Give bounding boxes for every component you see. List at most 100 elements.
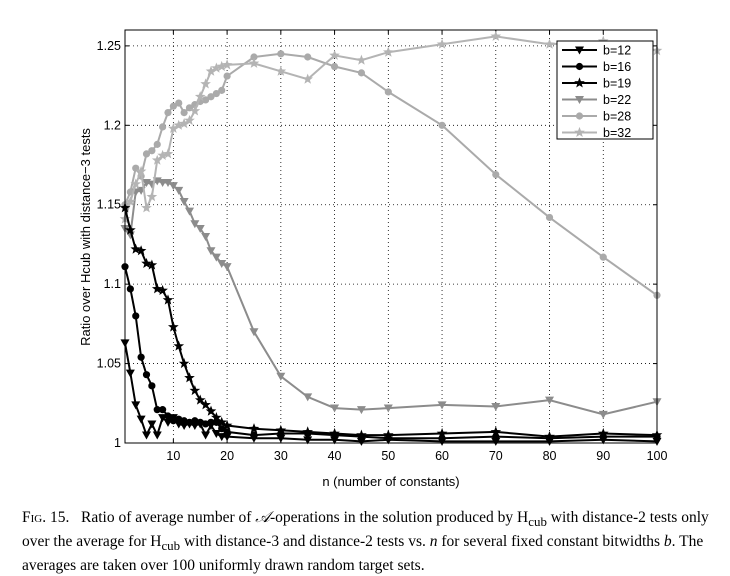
data-point [218,86,226,94]
x-tick-label: 100 [647,449,668,463]
data-point [184,114,195,126]
data-point [152,431,162,440]
data-point [130,243,142,254]
data-point [330,62,339,71]
data-point [142,150,151,158]
data-point [132,312,140,320]
data-point [207,93,215,101]
data-point [157,284,168,295]
data-point [206,247,216,256]
data-point [151,154,163,165]
data-point [545,396,555,405]
data-point [211,412,222,423]
data-point [356,429,367,440]
data-point [131,401,141,410]
data-point [250,53,258,61]
data-point [168,182,178,191]
data-point [303,436,313,445]
data-point [221,59,233,70]
data-point [151,283,163,294]
data-point [384,88,392,96]
y-tick-label: 1.25 [97,39,121,53]
legend-label-b16: b=16 [603,60,631,74]
data-point [221,419,233,431]
legend: b=12 b=16 b=19 b=22 b=28 b=32 [556,40,654,140]
data-point [190,220,200,229]
data-point [168,321,179,332]
data-point [194,91,206,102]
data-point [276,372,286,381]
data-point [490,426,502,437]
y-axis-label: Ratio over Hcub with distance−3 tests [78,128,93,346]
data-series [119,30,663,446]
legend-label-b28: b=28 [603,110,631,124]
data-point [201,233,211,241]
data-point [303,393,313,402]
data-point [222,433,232,442]
data-point [330,404,340,413]
data-point [222,263,232,272]
data-point [304,53,312,61]
data-point [189,105,201,116]
x-tick-label: 20 [220,449,234,463]
caption-sub-cub-2: cub [161,538,181,554]
data-point [205,65,217,76]
data-point [357,69,366,77]
data-point [153,140,161,148]
caption-n-symbol: n [429,533,438,551]
data-point [159,406,167,414]
data-point [125,369,135,378]
data-point [125,196,136,207]
data-point [211,429,221,438]
data-point [436,38,448,49]
data-point [130,178,142,189]
legend-marker-b16 [575,62,584,71]
data-point [184,372,195,383]
data-point [125,224,136,235]
legend-label-b32: b=32 [603,126,631,140]
data-point [250,431,258,439]
data-point [157,149,168,160]
y-tick-label: 1.2 [104,118,121,132]
x-axis-label: n (number of constants) [322,474,459,489]
data-point [302,426,313,437]
data-point [159,123,167,131]
data-point [162,294,174,305]
data-point [383,429,394,440]
data-point [438,121,446,129]
data-point [436,427,448,438]
data-point [491,437,501,446]
data-point [169,102,177,110]
data-point [195,225,205,234]
data-point [437,401,447,410]
data-point [180,109,188,117]
data-point [277,50,285,58]
data-point [599,253,607,261]
data-point [178,358,190,369]
data-point [276,434,286,443]
data-point [146,191,158,202]
y-tick-label: 1.1 [104,277,121,291]
caption-text-5: for several fixed constant bitwidths [437,533,664,551]
data-point [184,207,194,216]
legend-box [556,40,654,140]
caption-text-2: -operations in the solution produced by … [269,509,529,526]
data-point [201,431,211,440]
data-point [597,427,609,438]
data-point [202,96,210,104]
y-tick-label: 1.15 [97,198,121,212]
data-point [148,382,156,390]
caption-a-symbol: 𝒜 [255,509,270,526]
data-point [492,170,500,179]
chart: 10 20 30 40 50 60 70 80 90 100 1 1.05 1.1 1.15 1.2 1.25… [78,29,668,489]
data-point [598,410,608,419]
data-point [329,427,340,438]
data-point [248,57,260,68]
data-point [135,165,147,176]
data-point [200,78,211,89]
data-point [544,431,555,442]
figure-caption: Fig. 15. Ratio of average number of 𝒜-op… [22,508,724,576]
data-point [302,73,313,84]
data-point [207,418,215,426]
data-point [490,30,502,41]
